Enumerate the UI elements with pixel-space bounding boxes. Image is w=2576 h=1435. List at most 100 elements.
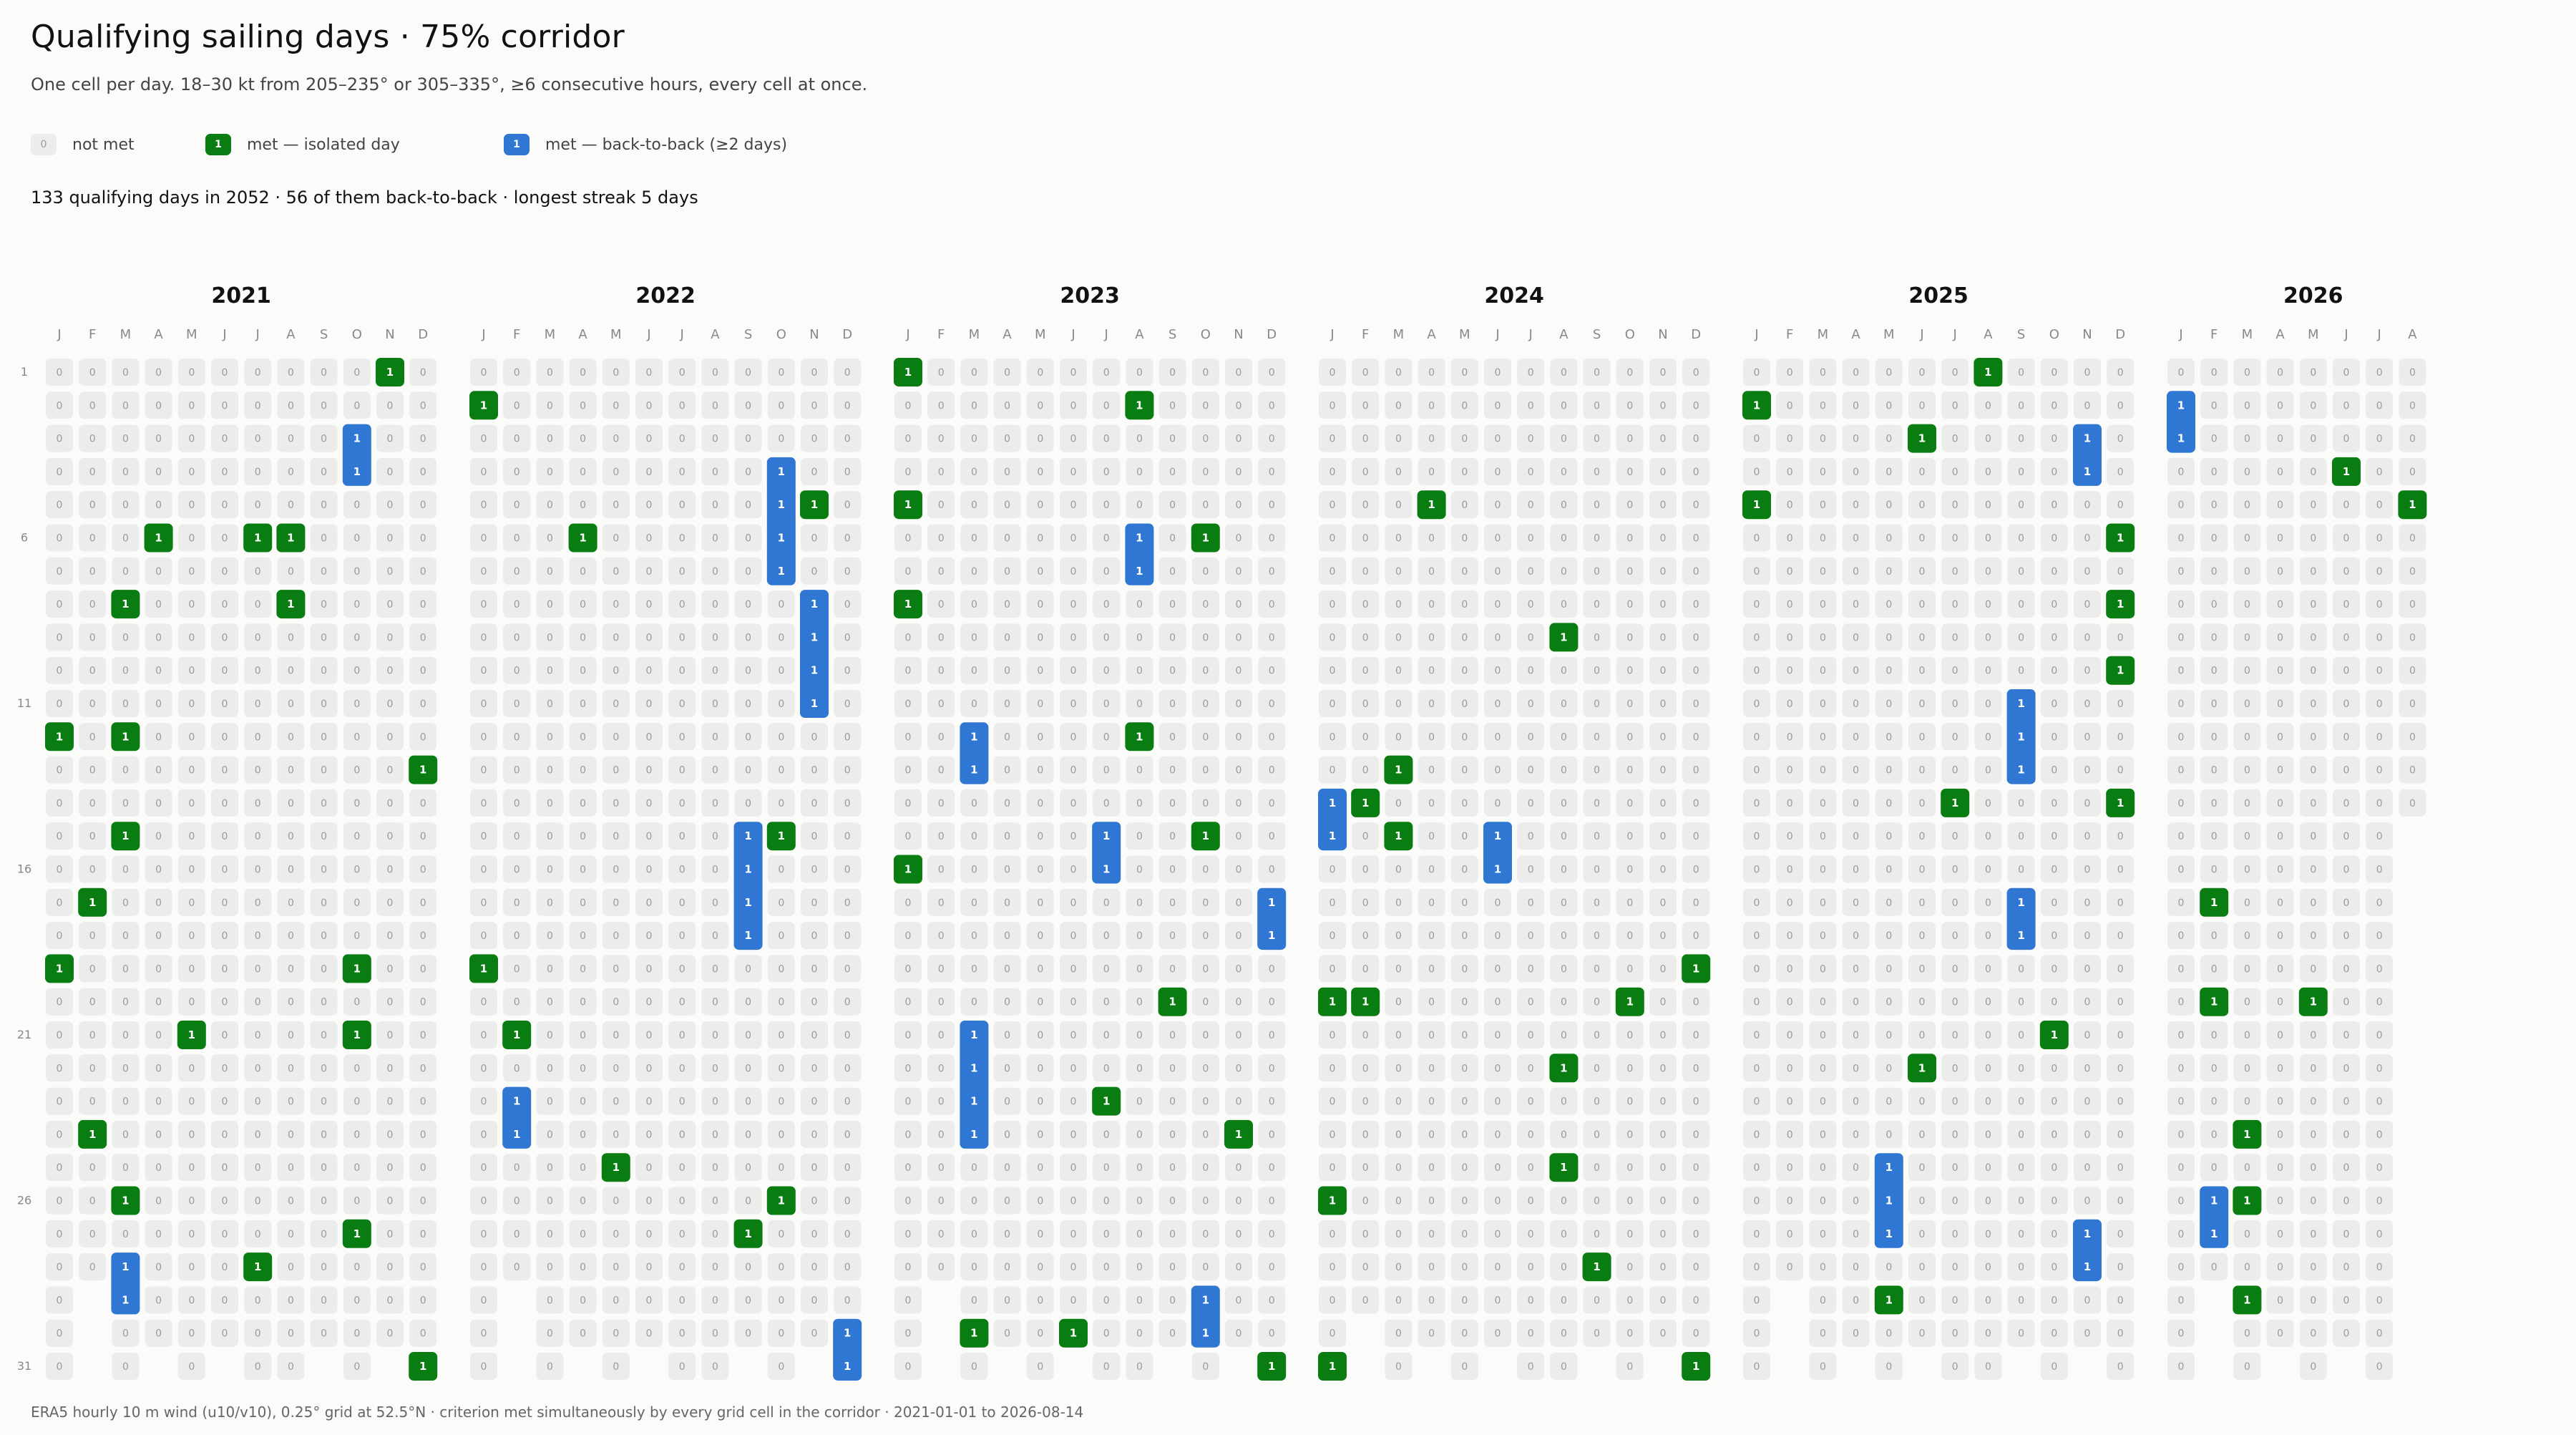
day-value: 0 — [2211, 566, 2218, 578]
day-cell — [277, 756, 305, 784]
day-value: 0 — [1693, 367, 1699, 379]
day-cell — [244, 955, 272, 983]
day-value: 0 — [2051, 731, 2057, 743]
day-value: 0 — [811, 1262, 818, 1273]
month-label: D — [1691, 327, 1701, 342]
day-value: 0 — [613, 1295, 619, 1306]
day-value: 0 — [155, 367, 162, 379]
day-cell — [801, 789, 828, 817]
day-value: 0 — [122, 533, 129, 545]
day-cell — [834, 1054, 862, 1082]
day-value: 0 — [2084, 898, 2091, 909]
day-value: 0 — [1070, 1162, 1077, 1174]
day-cell — [277, 1187, 305, 1215]
day-value: 0 — [288, 798, 294, 809]
day-value: 0 — [1754, 865, 1760, 876]
day-cell — [767, 391, 795, 419]
day-value: 0 — [679, 831, 686, 842]
day-value: 0 — [89, 930, 96, 942]
day-cell — [112, 690, 140, 717]
day-value: 0 — [222, 632, 228, 643]
day-cell — [834, 822, 862, 850]
day-value: 0 — [547, 731, 553, 743]
day-value: 0 — [712, 1063, 718, 1074]
day-value: 0 — [57, 1096, 63, 1108]
day-cell — [569, 822, 597, 850]
day-cell — [536, 491, 564, 519]
day-value: 0 — [679, 533, 686, 545]
day-value: 0 — [1004, 666, 1010, 677]
day-value: 0 — [2277, 1295, 2283, 1306]
day-value: 0 — [288, 1063, 294, 1074]
day-value: 0 — [1236, 898, 1242, 909]
day-cell — [503, 922, 531, 950]
month-label: J — [646, 327, 650, 342]
day-value: 0 — [778, 963, 784, 975]
day-value: 0 — [1495, 1262, 1501, 1273]
day-value: 0 — [679, 1196, 686, 1207]
day-value: 0 — [2310, 400, 2316, 412]
day-value: 0 — [1136, 997, 1143, 1008]
day-value: 0 — [387, 1196, 394, 1207]
day-value: 0 — [712, 1229, 718, 1240]
day-cell — [503, 424, 531, 452]
day-value: 0 — [57, 765, 63, 777]
day-cell — [536, 457, 564, 485]
day-value: 0 — [514, 1229, 520, 1240]
day-value: 0 — [1626, 1196, 1633, 1207]
day-value: 0 — [353, 632, 360, 643]
day-cell — [767, 1054, 795, 1082]
month-label: M — [1393, 327, 1405, 342]
day-value: 0 — [1919, 1229, 1926, 1240]
day-value: 0 — [1952, 1361, 1958, 1373]
day-cell — [734, 1021, 762, 1049]
day-value: 0 — [1236, 831, 1242, 842]
legend-label-back-to-back: met — back-to-back (≥2 days) — [545, 135, 788, 154]
day-value: 0 — [2178, 997, 2185, 1008]
day-value: 0 — [387, 1262, 394, 1273]
month-label: D — [2115, 327, 2125, 342]
day-value: 0 — [2018, 831, 2024, 842]
day-value: 0 — [844, 865, 851, 876]
day-value: 0 — [1660, 997, 1667, 1008]
day-cell — [46, 789, 73, 817]
day-cell — [277, 1120, 305, 1148]
month-label: A — [286, 327, 296, 342]
day-value: 0 — [613, 1328, 619, 1340]
day-cell — [503, 1154, 531, 1182]
day-cell — [145, 391, 172, 419]
day-cell — [145, 1054, 172, 1082]
day-value: 0 — [1660, 1162, 1667, 1174]
day-value: 0 — [646, 898, 653, 909]
day-cell — [112, 888, 140, 916]
day-value: 0 — [89, 1063, 96, 1074]
day-value: 0 — [1103, 666, 1110, 677]
day-value: 0 — [1626, 731, 1633, 743]
day-cell — [112, 524, 140, 552]
day-cell — [211, 491, 238, 519]
day-value: 0 — [255, 997, 261, 1008]
day-value: 0 — [2178, 500, 2185, 511]
day-value: 0 — [420, 898, 426, 909]
day-value: 0 — [1594, 1162, 1600, 1174]
day-value: 0 — [1885, 400, 1892, 412]
day-value: 0 — [1461, 599, 1468, 611]
day-value: 0 — [1169, 699, 1176, 710]
day-cell — [310, 922, 338, 950]
day-value: 0 — [57, 1196, 63, 1207]
day-value: 0 — [2409, 467, 2416, 478]
day-value: 0 — [2018, 1162, 2024, 1174]
day-value: 1 — [188, 1028, 195, 1041]
day-value: 0 — [938, 865, 945, 876]
legend-label-isolated: met — isolated day — [247, 135, 400, 154]
day-cell — [635, 1154, 663, 1182]
day-value: 0 — [1919, 865, 1926, 876]
day-value: 0 — [321, 699, 327, 710]
day-value: 0 — [1495, 898, 1501, 909]
day-value: 0 — [57, 1328, 63, 1340]
day-cell — [635, 822, 663, 850]
day-cell — [834, 491, 862, 519]
day-value: 0 — [1269, 798, 1275, 809]
day-value: 0 — [1330, 467, 1336, 478]
day-value: 0 — [89, 400, 96, 412]
